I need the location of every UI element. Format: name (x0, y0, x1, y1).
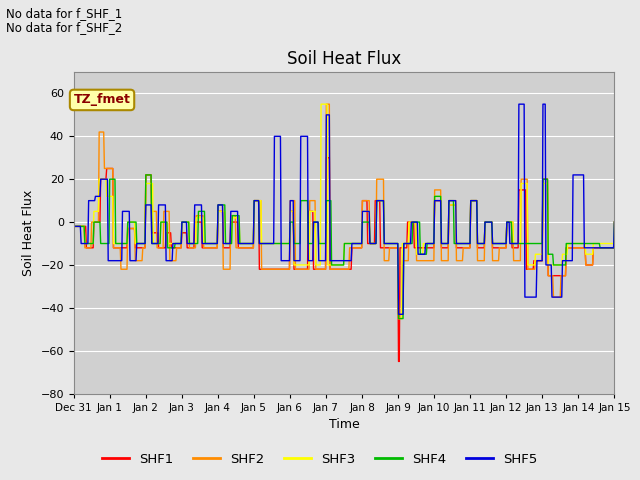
SHF4 (79, 224, 87, 229)
SHF1 (395, 359, 403, 364)
SHF3 (135, 240, 143, 246)
SHF3 (412, 219, 419, 225)
SHF4 (611, 219, 618, 225)
SHF5 (190, 240, 198, 246)
Line: SHF4: SHF4 (74, 175, 614, 319)
SHF5 (410, 219, 418, 225)
SHF5 (70, 224, 77, 229)
Line: SHF2: SHF2 (74, 104, 614, 319)
SHF1 (412, 245, 419, 251)
SHF1 (323, 155, 330, 161)
SHF4 (135, 240, 143, 246)
SHF2 (611, 219, 618, 225)
SHF1 (611, 219, 618, 225)
SHF1 (135, 245, 143, 251)
SHF4 (395, 316, 403, 322)
Legend: SHF1, SHF2, SHF3, SHF4, SHF5: SHF1, SHF2, SHF3, SHF4, SHF5 (97, 447, 543, 471)
SHF3 (427, 240, 435, 246)
Title: Soil Heat Flux: Soil Heat Flux (287, 49, 401, 68)
Line: SHF3: SHF3 (74, 104, 614, 319)
SHF2 (323, 101, 330, 107)
SHF4 (220, 202, 227, 208)
SHF1 (427, 245, 435, 251)
SHF3 (219, 208, 227, 214)
SHF3 (611, 219, 618, 225)
Line: SHF5: SHF5 (74, 104, 614, 314)
SHF5 (611, 219, 618, 225)
X-axis label: Time: Time (328, 418, 360, 431)
SHF2 (427, 258, 435, 264)
Text: No data for f_SHF_1: No data for f_SHF_1 (6, 7, 123, 20)
SHF3 (395, 316, 403, 322)
Line: SHF1: SHF1 (74, 158, 614, 361)
SHF1 (79, 224, 87, 229)
SHF4 (427, 240, 435, 246)
SHF4 (142, 172, 150, 178)
SHF2 (79, 224, 87, 229)
SHF4 (70, 224, 77, 229)
SHF2 (395, 316, 403, 322)
SHF5 (219, 202, 227, 208)
SHF3 (70, 224, 77, 229)
SHF1 (190, 245, 198, 251)
SHF3 (190, 240, 198, 246)
SHF1 (70, 224, 77, 229)
SHF2 (219, 202, 227, 208)
SHF2 (70, 224, 77, 229)
SHF3 (317, 101, 325, 107)
SHF5 (79, 240, 87, 246)
SHF5 (515, 101, 523, 107)
SHF1 (219, 208, 227, 214)
SHF5 (426, 240, 434, 246)
SHF3 (79, 224, 87, 229)
SHF2 (135, 258, 143, 264)
Text: TZ_fmet: TZ_fmet (74, 94, 131, 107)
SHF4 (191, 240, 198, 246)
SHF5 (395, 312, 403, 317)
Y-axis label: Soil Heat Flux: Soil Heat Flux (22, 190, 35, 276)
SHF5 (135, 240, 143, 246)
SHF2 (190, 245, 198, 251)
SHF4 (412, 219, 419, 225)
Text: No data for f_SHF_2: No data for f_SHF_2 (6, 21, 123, 34)
SHF2 (412, 219, 419, 225)
